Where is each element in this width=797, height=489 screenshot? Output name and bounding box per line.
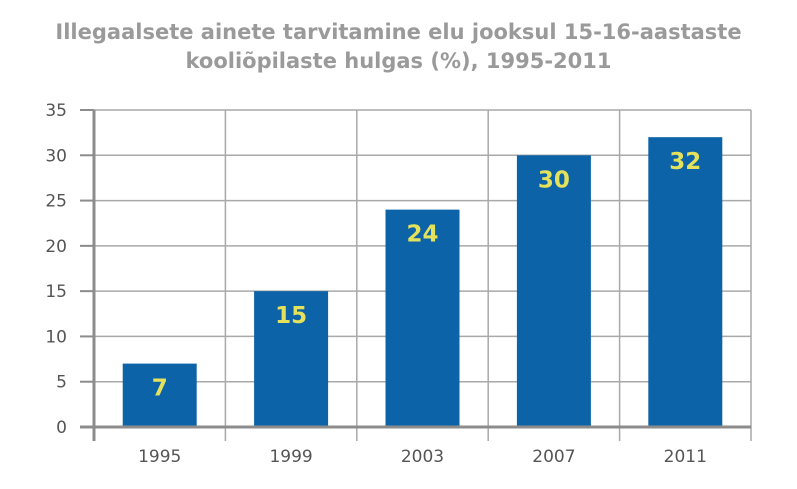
bar-2011 (648, 137, 723, 427)
y-tick-label: 15 (45, 282, 67, 302)
x-tick-label: 1999 (269, 447, 312, 467)
x-tick-label: 2007 (532, 447, 575, 467)
y-tick-label: 30 (45, 146, 67, 166)
data-label-1995: 7 (152, 376, 168, 402)
chart-title-line-1: Illegaalsete ainete tarvitamine elu jook… (55, 20, 742, 44)
data-label-2011: 32 (669, 149, 701, 175)
chart-title: Illegaalsete ainete tarvitamine elu jook… (0, 18, 797, 76)
chart-title-line-2: kooliõpilaste hulgas (%), 1995-2011 (185, 49, 612, 73)
data-label-1999: 15 (275, 303, 307, 329)
tick-labels: 0 5 10 15 20 25 30 35 1995 1999 2003 2007 2011 (45, 101, 707, 467)
y-tick-label: 5 (56, 373, 67, 393)
bar-1995 (122, 363, 197, 427)
x-tick-label: 1995 (138, 447, 181, 467)
bar-2007 (516, 155, 591, 428)
y-tick-label: 25 (45, 192, 67, 212)
bar-2003 (385, 209, 460, 427)
data-label-2003: 24 (406, 222, 438, 248)
data-label-2007: 30 (538, 167, 570, 193)
y-tick-label: 10 (45, 327, 67, 347)
bar-1999 (254, 291, 329, 427)
x-tick-label: 2011 (664, 447, 707, 467)
y-tick-label: 35 (45, 101, 67, 121)
x-tick-label: 2003 (401, 447, 444, 467)
bars (122, 137, 723, 428)
y-tick-label: 0 (56, 418, 67, 438)
axes (80, 109, 751, 441)
data-labels: 7 15 24 30 32 (152, 149, 702, 401)
y-tick-label: 20 (45, 237, 67, 257)
grid-lines (94, 109, 752, 441)
